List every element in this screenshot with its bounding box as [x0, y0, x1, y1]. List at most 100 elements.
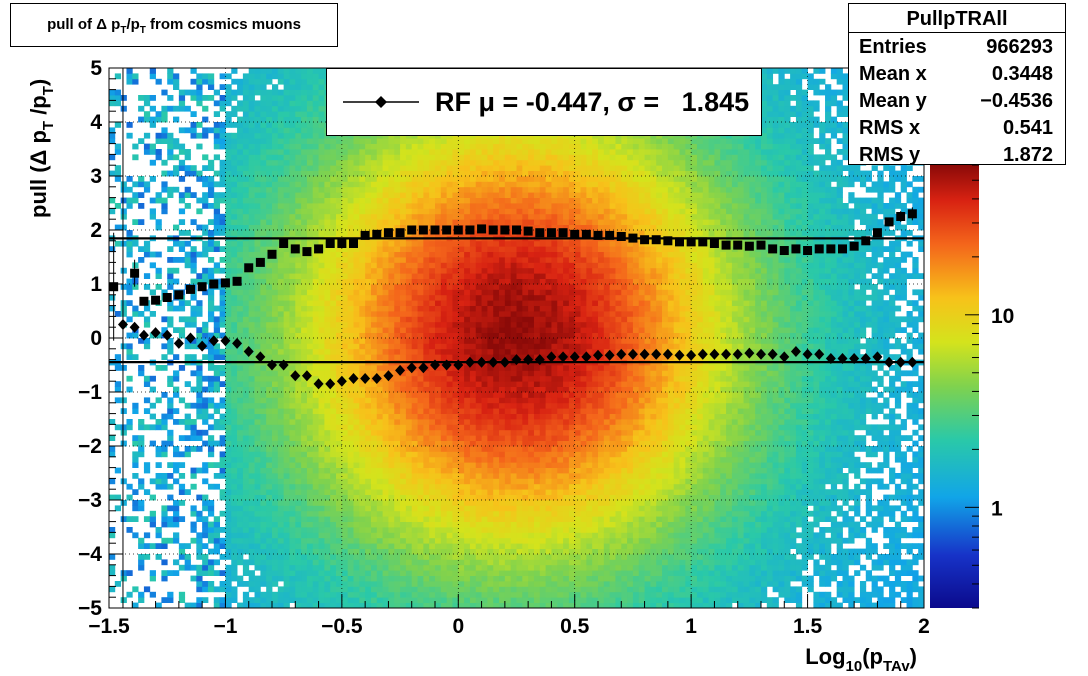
heatmap-cell: [143, 397, 151, 404]
heatmap-cell: [266, 294, 273, 301]
heatmap-cell: [429, 402, 436, 409]
heatmap-cell: [260, 564, 267, 571]
heatmap-cell: [231, 392, 238, 398]
heatmap-cell: [301, 149, 308, 155]
heatmap-cell: [260, 462, 267, 468]
heatmap-cell: [382, 246, 389, 252]
heatmap-cell: [440, 435, 448, 441]
heatmap-cell: [260, 127, 267, 134]
heatmap-cell: [266, 456, 273, 463]
heatmap-cell: [289, 192, 296, 198]
heatmap-cell: [312, 548, 319, 555]
heatmap-cell: [277, 370, 285, 377]
heatmap-cell: [382, 543, 389, 549]
heatmap-cell: [370, 186, 378, 193]
heatmap-cell: [301, 543, 308, 549]
heatmap-cell: [318, 597, 325, 603]
heatmap-cell: [400, 327, 407, 333]
heatmap-cell: [365, 138, 372, 144]
heatmap-cell: [312, 597, 319, 603]
heatmap-cell: [452, 462, 459, 468]
heatmap-cell: [190, 321, 197, 328]
heatmap-cell: [289, 586, 296, 593]
heatmap-cell: [458, 429, 465, 436]
heatmap-cell: [464, 343, 471, 350]
heatmap-cell: [324, 154, 331, 161]
heatmap-cell: [336, 230, 343, 236]
heatmap-cell: [248, 381, 255, 387]
heatmap-cell: [353, 446, 360, 452]
heatmap-cell: [260, 591, 267, 598]
heatmap-cell: [114, 311, 122, 317]
heatmap-cell: [184, 543, 191, 549]
heatmap-cell: [446, 365, 453, 371]
heatmap-cell: [283, 516, 290, 522]
heatmap-cell: [120, 95, 127, 101]
heatmap-cell: [272, 149, 279, 155]
heatmap-cell: [283, 68, 290, 74]
heatmap-cell: [196, 570, 203, 576]
heatmap-cell: [318, 397, 325, 404]
heatmap-cell: [277, 122, 285, 128]
heatmap-cell: [394, 537, 401, 544]
heatmap-cell: [423, 402, 430, 409]
heatmap-cell: [277, 467, 285, 474]
heatmap-cell: [341, 532, 349, 539]
heatmap-cell: [277, 213, 285, 220]
heatmap-cell: [341, 564, 349, 571]
heatmap-cell: [155, 473, 162, 479]
heatmap-cell: [452, 154, 459, 161]
heatmap-cell: [306, 100, 314, 107]
heatmap-cell: [184, 489, 191, 495]
heatmap-cell: [289, 300, 296, 306]
heatmap-cell: [283, 543, 290, 549]
heatmap-cell: [260, 392, 267, 398]
heatmap-cell: [464, 543, 471, 549]
heatmap-cell: [446, 478, 453, 485]
heatmap-cell: [149, 543, 156, 549]
heatmap-cell: [411, 510, 418, 517]
heatmap-cell: [347, 213, 354, 220]
heatmap-cell: [190, 278, 197, 285]
heatmap-cell: [260, 149, 267, 155]
heatmap-cell: [231, 68, 238, 74]
heatmap-cell: [435, 570, 442, 576]
heatmap-cell: [207, 294, 215, 301]
heatmap-cell: [370, 354, 378, 360]
heatmap-cell: [178, 397, 186, 404]
heatmap-cell: [167, 284, 174, 290]
heatmap-cell: [289, 89, 296, 96]
heatmap-cell: [376, 543, 384, 549]
heatmap-cell: [417, 386, 424, 393]
heatmap-cell: [277, 413, 285, 420]
heatmap-cell: [225, 429, 232, 436]
heatmap-cell: [464, 510, 471, 517]
heatmap-cell: [266, 419, 273, 425]
heatmap-cell: [405, 397, 413, 404]
heatmap-cell: [277, 165, 285, 171]
heatmap-cell: [289, 95, 296, 101]
heatmap-cell: [318, 186, 325, 193]
heatmap-cell: [400, 267, 407, 274]
heatmap-cell: [429, 591, 436, 598]
heatmap-cell: [353, 267, 360, 274]
heatmap-cell: [394, 273, 401, 279]
heatmap-cell: [405, 192, 413, 198]
heatmap-cell: [440, 386, 448, 393]
heatmap-cell: [458, 505, 465, 512]
heatmap-cell: [283, 381, 290, 387]
heatmap-cell: [312, 332, 319, 339]
heatmap-cell: [126, 289, 133, 296]
heatmap-cell: [435, 321, 442, 328]
heatmap-cell: [324, 489, 331, 495]
heatmap-cell: [370, 543, 378, 549]
heatmap-cell: [254, 597, 261, 603]
heatmap-cell: [417, 192, 424, 198]
heatmap-cell: [388, 165, 395, 171]
heatmap-cell: [336, 543, 343, 549]
heatmap-cell: [330, 424, 337, 431]
heatmap-cell: [452, 300, 459, 306]
heatmap-cell: [242, 143, 250, 150]
heatmap-cell: [400, 365, 407, 371]
heatmap-cell: [283, 424, 290, 431]
